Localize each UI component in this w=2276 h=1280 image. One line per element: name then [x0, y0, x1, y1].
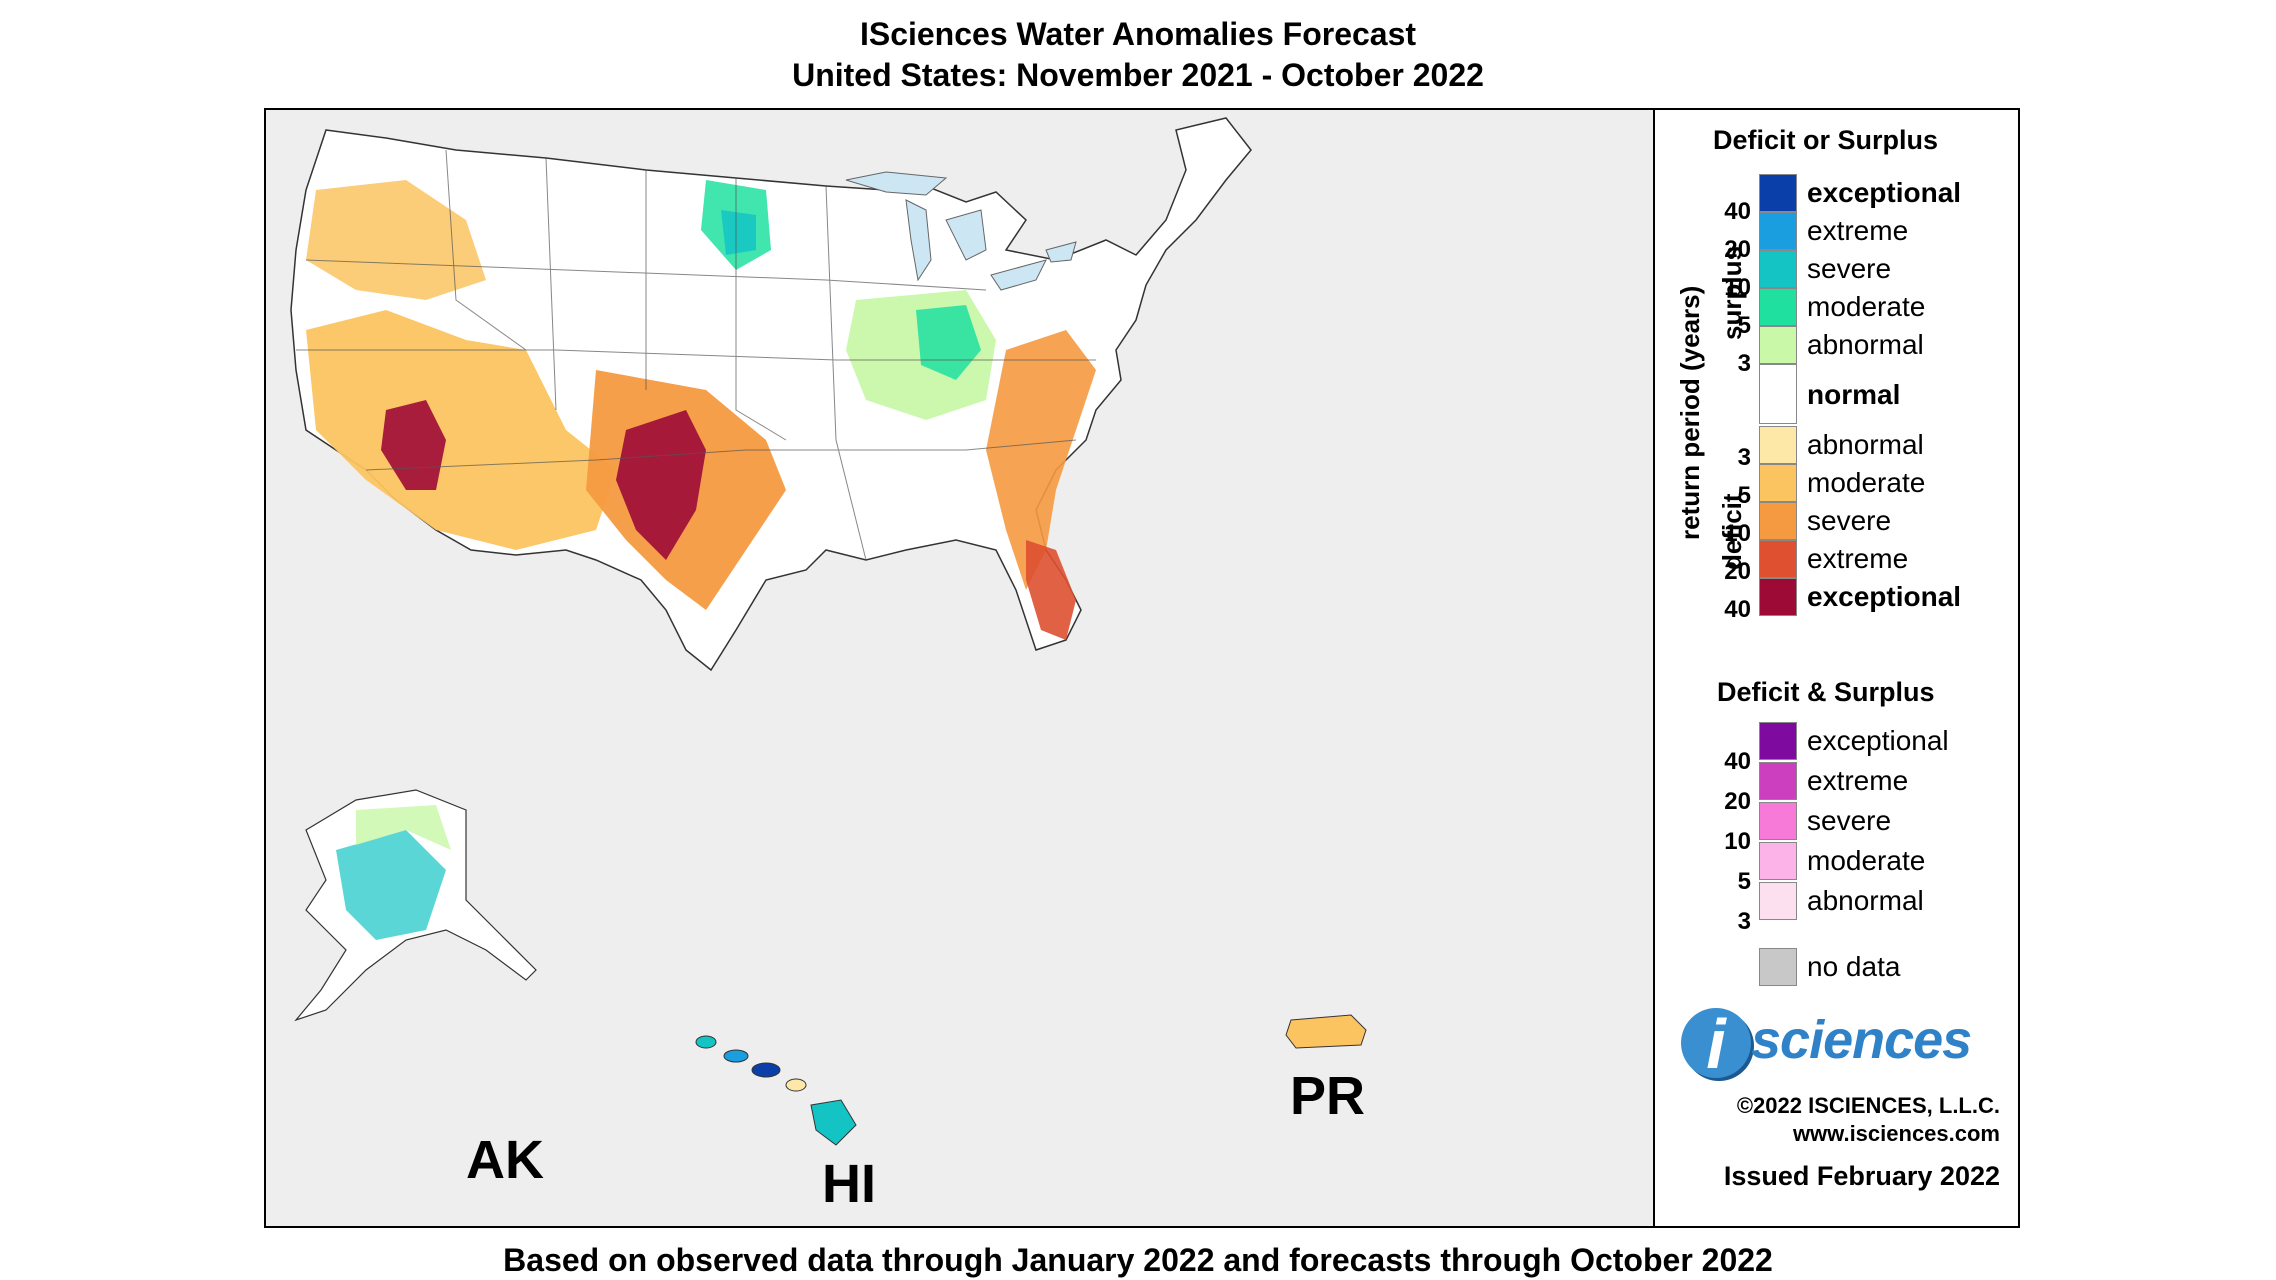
alaska-abnormal	[356, 805, 451, 850]
puerto-rico-label: PR	[1290, 1066, 1366, 1126]
legend-tick-surplus-3: 3	[1737, 350, 1751, 377]
water-anomaly-map	[290, 117, 1367, 1146]
website-text: www.isciences.com	[1792, 1121, 2000, 1146]
state-borders	[296, 149, 1096, 561]
legend-tick-both-5: 5	[1737, 868, 1751, 895]
legend-label-both-severe: severe	[1807, 805, 1892, 836]
alaska-label: AK	[466, 1130, 544, 1190]
deficit-exceptional-sp	[616, 410, 706, 560]
legend-heading-deficit-and-surplus: Deficit & Surplus	[1717, 677, 1935, 707]
legend-swatch-surplus-exceptional	[1759, 174, 1797, 212]
legend-label-surplus-moderate: moderate	[1807, 291, 1926, 322]
legend-label-surplus-abnormal: abnormal	[1807, 329, 1924, 360]
legend-swatch-surplus-moderate	[1759, 288, 1797, 326]
legend-label-deficit-moderate: moderate	[1807, 467, 1926, 498]
map-footer-note: Based on observed data through January 2…	[503, 1242, 1773, 1278]
map-pane: AK HI PR	[266, 110, 1655, 1226]
legend-tick-deficit-3: 3	[1737, 444, 1751, 471]
legend-swatch-both-abnormal	[1759, 882, 1797, 920]
legend-heading-deficit-surplus: Deficit or Surplus	[1713, 125, 1939, 155]
legend-label-surplus-extreme: extreme	[1807, 215, 1909, 246]
legend-swatch-deficit-severe	[1759, 502, 1797, 540]
great-lakes	[845, 171, 1077, 291]
legend-label-both-moderate: moderate	[1807, 845, 1926, 876]
legend-label-nodata: no data	[1807, 951, 1901, 982]
surplus-ohio-valley	[916, 305, 981, 380]
map-subtitle: United States: November 2021 - October 2…	[792, 57, 1484, 93]
legend-panel: Deficit or Surplus return period (years)…	[1655, 110, 2018, 1226]
legend-tick-both-40: 40	[1724, 748, 1751, 775]
legend-tick-deficit-5: 5	[1737, 482, 1751, 509]
legend-tick-both-10: 10	[1724, 828, 1751, 855]
legend-swatch-deficit-abnormal	[1759, 426, 1797, 464]
legend-tick-both-20: 20	[1724, 788, 1751, 815]
hawaii-islands	[695, 1035, 857, 1146]
legend-swatch-normal	[1759, 364, 1797, 424]
hawaii-label: HI	[822, 1154, 876, 1214]
legend-swatch-deficit-exceptional	[1759, 578, 1797, 616]
legend-tick-both-3: 3	[1737, 908, 1751, 935]
map-frame: AK HI PR Deficit or Surplus return perio…	[264, 108, 2020, 1228]
legend-label-deficit-extreme: extreme	[1807, 543, 1909, 574]
legend-tick-surplus-20: 20	[1724, 236, 1751, 263]
surplus-dakota-core	[721, 210, 756, 255]
legend-label-deficit-exceptional: exceptional	[1807, 581, 1962, 612]
legend-swatch-surplus-extreme	[1759, 212, 1797, 250]
issued-date: Issued February 2022	[1723, 1161, 2000, 1191]
alaska-surplus	[336, 830, 446, 940]
copyright-text: ©2022 ISCIENCES, L.L.C.	[1736, 1093, 2000, 1118]
puerto-rico	[1285, 1014, 1367, 1049]
map-title: ISciences Water Anomalies Forecast	[859, 16, 1417, 52]
legend-tick-surplus-5: 5	[1737, 312, 1751, 339]
legend-swatch-both-exceptional	[1759, 722, 1797, 760]
legend-swatch-both-moderate	[1759, 842, 1797, 880]
legend-swatch-surplus-abnormal	[1759, 326, 1797, 364]
legend-tick-surplus-10: 10	[1724, 274, 1751, 301]
legend-label-both-abnormal: abnormal	[1807, 885, 1924, 916]
isciences-logo-icon: i	[1681, 1008, 1751, 1080]
legend-tick-deficit-40: 40	[1724, 596, 1751, 623]
legend-label-both-exceptional: exceptional	[1807, 725, 1949, 756]
legend-tick-deficit-10: 10	[1724, 520, 1751, 547]
deficit-southwest	[306, 310, 616, 550]
legend-swatch-deficit-extreme	[1759, 540, 1797, 578]
deficit-southeast	[986, 330, 1096, 590]
legend-tick-deficit-20: 20	[1724, 558, 1751, 585]
legend-label-surplus-exceptional: exceptional	[1807, 177, 1962, 208]
isciences-logo-wordmark: sciences	[1751, 1010, 1972, 1070]
legend-tick-surplus-40: 40	[1724, 198, 1751, 225]
legend-label-surplus-severe: severe	[1807, 253, 1892, 284]
legend-swatch-both-extreme	[1759, 762, 1797, 800]
legend-swatch-both-severe	[1759, 802, 1797, 840]
legend-label-normal: normal	[1807, 379, 1901, 410]
deficit-northwest	[306, 180, 486, 300]
legend-swatch-nodata	[1759, 948, 1797, 986]
deficit-florida	[1026, 540, 1076, 640]
legend-label-deficit-severe: severe	[1807, 505, 1892, 536]
legend-swatch-deficit-moderate	[1759, 464, 1797, 502]
legend-swatch-surplus-severe	[1759, 250, 1797, 288]
legend-label-both-extreme: extreme	[1807, 765, 1909, 796]
legend-label-deficit-abnormal: abnormal	[1807, 429, 1924, 460]
